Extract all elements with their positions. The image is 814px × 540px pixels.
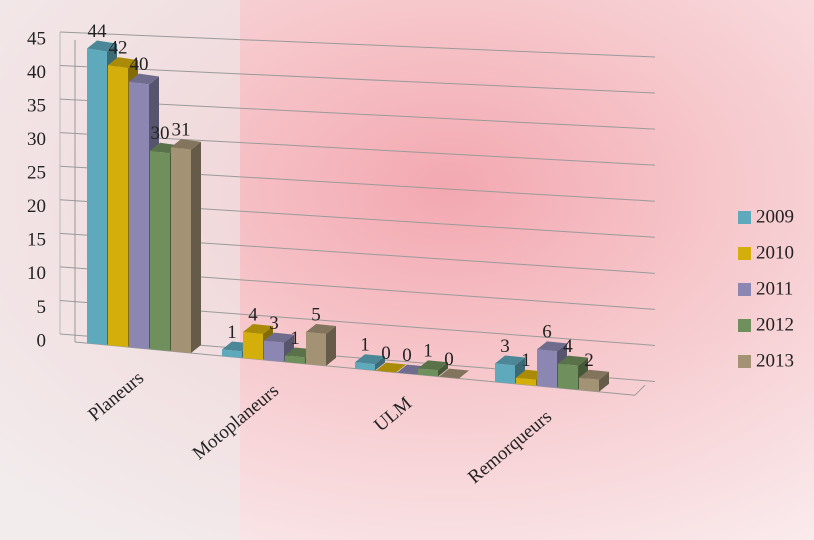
value-label: 30 bbox=[151, 123, 170, 144]
bar bbox=[495, 363, 515, 384]
y-tick-label: 45 bbox=[27, 28, 46, 49]
value-label: 3 bbox=[500, 336, 510, 357]
bar-side bbox=[326, 325, 336, 366]
legend-swatch bbox=[738, 247, 751, 260]
value-label: 0 bbox=[381, 343, 391, 364]
grid-line bbox=[59, 31, 656, 58]
value-label: 4 bbox=[563, 336, 573, 357]
value-label: 4 bbox=[248, 304, 258, 325]
y-tick-label: 20 bbox=[27, 196, 46, 217]
bar bbox=[87, 48, 107, 346]
legend-swatch bbox=[738, 355, 751, 368]
bar bbox=[579, 377, 599, 392]
grid-line bbox=[59, 65, 656, 94]
bar bbox=[418, 368, 438, 377]
y-tick-label: 30 bbox=[27, 129, 46, 150]
legend-label: 2011 bbox=[756, 278, 793, 299]
grid-line bbox=[59, 132, 656, 166]
value-label: 1 bbox=[521, 350, 531, 371]
legend-label: 2009 bbox=[756, 206, 794, 227]
legend-label: 2013 bbox=[756, 350, 794, 371]
bar-top bbox=[579, 369, 609, 380]
y-tick-label: 5 bbox=[37, 297, 47, 318]
value-label: 2 bbox=[584, 350, 594, 371]
y-tick-label: 25 bbox=[27, 163, 46, 184]
bar-side bbox=[191, 141, 201, 354]
legend-swatch bbox=[738, 283, 751, 296]
legend-swatch bbox=[738, 319, 751, 332]
bar-top bbox=[87, 40, 117, 52]
bar bbox=[150, 150, 170, 352]
bar-top bbox=[418, 360, 448, 371]
bar bbox=[243, 332, 263, 360]
bar-top bbox=[355, 354, 385, 365]
bar bbox=[537, 349, 557, 388]
bar-top bbox=[171, 139, 201, 150]
bar-side bbox=[599, 371, 609, 392]
bar bbox=[264, 340, 284, 362]
bar bbox=[222, 349, 242, 358]
y-tick-label: 10 bbox=[27, 263, 46, 284]
legend-label: 2012 bbox=[756, 314, 794, 335]
bar-top bbox=[129, 73, 159, 85]
bar-top bbox=[439, 368, 469, 379]
y-tick-label: 40 bbox=[27, 62, 46, 83]
value-label: 1 bbox=[290, 328, 300, 349]
bar bbox=[129, 81, 149, 350]
legend-swatch bbox=[738, 211, 751, 224]
bar-side bbox=[375, 356, 385, 371]
bar-top bbox=[495, 355, 525, 366]
value-label: 1 bbox=[423, 341, 433, 362]
grid-line bbox=[59, 98, 656, 130]
value-label: 44 bbox=[88, 21, 108, 42]
y-tick-label: 35 bbox=[27, 95, 46, 116]
floor-right-edge bbox=[634, 384, 646, 396]
bar-top bbox=[108, 57, 138, 69]
bar bbox=[516, 377, 536, 386]
bar bbox=[355, 362, 375, 371]
bar-top bbox=[537, 341, 567, 352]
value-label: 6 bbox=[542, 322, 552, 343]
y-tick-label: 15 bbox=[27, 230, 46, 251]
value-label: 5 bbox=[311, 304, 321, 325]
bar-top bbox=[376, 362, 406, 373]
y-tick-label: 0 bbox=[37, 330, 47, 351]
bar bbox=[306, 331, 326, 366]
bar bbox=[108, 65, 128, 348]
bar bbox=[558, 363, 578, 390]
bar bbox=[285, 355, 305, 364]
value-label: 3 bbox=[269, 313, 279, 334]
value-label: 1 bbox=[360, 335, 370, 356]
bar-top bbox=[264, 332, 294, 343]
value-label: 40 bbox=[130, 54, 149, 75]
bar-top bbox=[306, 323, 336, 334]
value-label: 31 bbox=[172, 119, 191, 140]
value-label: 0 bbox=[444, 349, 454, 370]
value-label: 42 bbox=[109, 37, 128, 58]
bar-side bbox=[438, 362, 448, 377]
bar-top bbox=[243, 324, 273, 335]
bar bbox=[171, 147, 191, 354]
legend-label: 2010 bbox=[756, 242, 794, 263]
value-label: 1 bbox=[227, 322, 237, 343]
value-label: 0 bbox=[402, 345, 412, 366]
bar-top bbox=[558, 355, 588, 366]
